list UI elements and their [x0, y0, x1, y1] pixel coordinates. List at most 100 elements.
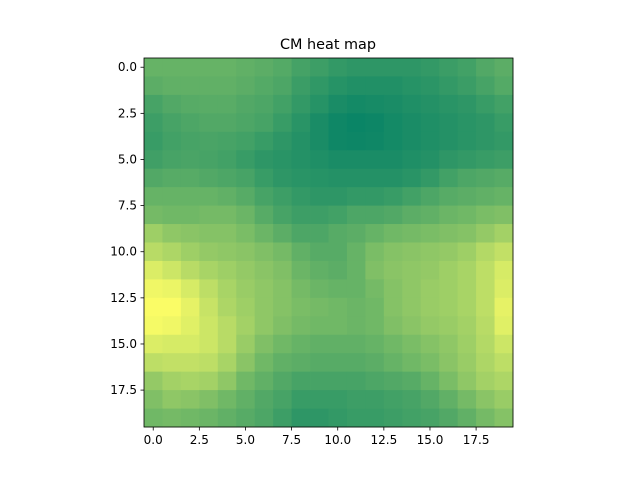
heatmap-cell: [254, 260, 274, 280]
heatmap-cell: [457, 334, 477, 354]
heatmap-cell: [199, 187, 219, 206]
heatmap-cell: [291, 297, 311, 317]
heatmap-cells: [144, 58, 514, 428]
heatmap-cell: [420, 353, 440, 373]
heatmap-cell: [217, 94, 237, 114]
heatmap-cell: [346, 113, 366, 133]
heatmap-cell: [365, 390, 385, 409]
heatmap-cell: [217, 353, 237, 373]
heatmap-cell: [439, 297, 459, 317]
heatmap-cell: [402, 242, 422, 262]
heatmap-cell: [365, 353, 385, 373]
heatmap-cell: [144, 260, 163, 280]
heatmap-cell: [273, 131, 292, 151]
heatmap-cell: [383, 408, 403, 428]
heatmap-cell: [402, 371, 422, 391]
heatmap-cell: [439, 113, 459, 133]
heatmap-cell: [328, 168, 348, 188]
heatmap-cell: [199, 390, 219, 409]
heatmap-cell: [236, 390, 256, 409]
heatmap-cell: [420, 168, 440, 188]
heatmap-cell: [328, 205, 348, 225]
heatmap-cell: [273, 113, 292, 133]
heatmap-cell: [291, 205, 311, 225]
heatmap-cell: [236, 113, 256, 133]
heatmap-cell: [420, 187, 440, 206]
heatmap-cell: [236, 224, 256, 243]
heatmap-cell: [494, 353, 514, 373]
heatmap-cell: [217, 205, 237, 225]
heatmap-cell: [273, 390, 292, 409]
heatmap-cell: [217, 76, 237, 96]
heatmap-cell: [346, 353, 366, 373]
heatmap-cell: [254, 371, 274, 391]
heatmap-cell: [476, 113, 495, 133]
heatmap-cell: [180, 260, 200, 280]
heatmap-cell: [328, 353, 348, 373]
y-tick-label: 15.0: [110, 337, 137, 351]
heatmap-cell: [365, 94, 385, 114]
heatmap-cell: [439, 94, 459, 114]
heatmap-cell: [236, 408, 256, 428]
heatmap-cell: [236, 316, 256, 336]
heatmap-cell: [254, 150, 274, 170]
heatmap-cell: [457, 316, 477, 336]
plot-frame: [143, 57, 514, 428]
heatmap-cell: [199, 131, 219, 151]
heatmap-cell: [439, 58, 459, 77]
heatmap-cell: [273, 353, 292, 373]
heatmap-cell: [494, 316, 514, 336]
heatmap-cell: [144, 353, 163, 373]
heatmap-cell: [236, 168, 256, 188]
heatmap-cell: [420, 131, 440, 151]
heatmap-cell: [180, 58, 200, 77]
heatmap-cell: [420, 94, 440, 114]
heatmap-cell: [162, 260, 182, 280]
heatmap-cell: [346, 76, 366, 96]
heatmap-cell: [402, 279, 422, 299]
heatmap-cell: [402, 390, 422, 409]
heatmap-cell: [273, 242, 292, 262]
heatmap-cell: [180, 187, 200, 206]
y-tick-label: 17.5: [110, 383, 137, 397]
heatmap-cell: [383, 242, 403, 262]
heatmap-cell: [457, 408, 477, 428]
heatmap-cell: [383, 58, 403, 77]
heatmap-cell: [310, 168, 329, 188]
heatmap-cell: [328, 150, 348, 170]
heatmap-cell: [236, 187, 256, 206]
heatmap-cell: [383, 390, 403, 409]
heatmap-cell: [291, 316, 311, 336]
heatmap-cell: [199, 205, 219, 225]
heatmap-cell: [402, 76, 422, 96]
heatmap-cell: [457, 94, 477, 114]
heatmap-cell: [236, 94, 256, 114]
heatmap-cell: [291, 260, 311, 280]
heatmap-cell: [439, 224, 459, 243]
heatmap-cell: [328, 316, 348, 336]
heatmap-cell: [494, 150, 514, 170]
heatmap-cell: [180, 224, 200, 243]
heatmap-cell: [457, 260, 477, 280]
heatmap-cell: [420, 224, 440, 243]
heatmap-cell: [291, 390, 311, 409]
heatmap-cell: [494, 408, 514, 428]
heatmap-cell: [365, 58, 385, 77]
heatmap-cell: [402, 408, 422, 428]
heatmap-cell: [217, 131, 237, 151]
heatmap-cell: [328, 260, 348, 280]
heatmap-cell: [310, 131, 329, 151]
heatmap-cell: [346, 390, 366, 409]
heatmap-cell: [273, 58, 292, 77]
heatmap-cell: [328, 242, 348, 262]
heatmap-cell: [180, 371, 200, 391]
heatmap-cell: [180, 94, 200, 114]
heatmap-cell: [199, 150, 219, 170]
heatmap-cell: [162, 150, 182, 170]
heatmap-cell: [162, 334, 182, 354]
heatmap-cell: [457, 58, 477, 77]
heatmap-cell: [476, 58, 495, 77]
heatmap-cell: [476, 390, 495, 409]
heatmap-cell: [273, 279, 292, 299]
heatmap-cell: [180, 150, 200, 170]
